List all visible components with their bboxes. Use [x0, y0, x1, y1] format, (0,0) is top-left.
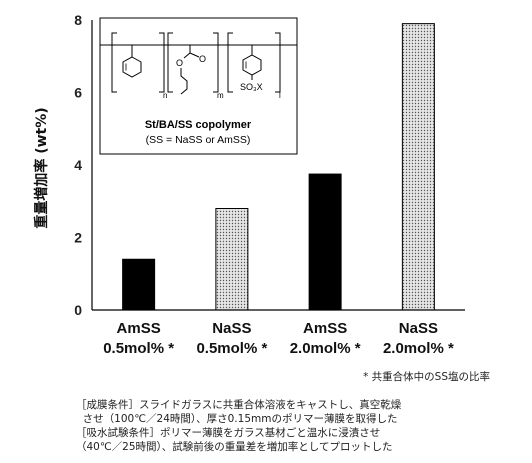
butyl-chain	[180, 68, 188, 95]
subscript-m: m	[217, 91, 224, 100]
category-labels: AmSS 0.5mol% * NaSS 0.5mol% * AmSS 2.0mol% * N…	[103, 320, 454, 357]
condition-line-1: ［成膜条件］スライドガラスに共重合体溶液をキャストし、真空乾燥	[76, 399, 402, 411]
condition-line-3: ［吸水試験条件］ポリマー薄膜をガラス基材ごと温水に浸漬させ	[76, 427, 381, 439]
y-axis-ticks: 0 2 4 6 8	[74, 12, 82, 318]
bars	[122, 23, 435, 311]
ester-bond	[183, 52, 191, 59]
category-label-0-line2: 0.5mol% *	[103, 340, 174, 357]
category-label-1-line2: 0.5mol% *	[196, 340, 267, 357]
y-tick-label-1: 2	[74, 230, 82, 246]
y-tick-label-2: 4	[74, 157, 82, 173]
copolymer-structure-inset: n m l O O SO₃X St/BA/SS copolymer (SS = …	[99, 17, 298, 155]
benzene-ring	[122, 56, 142, 78]
inset-box	[99, 17, 298, 155]
y-tick-label-0: 0	[74, 302, 82, 318]
condition-line-2: させ（100℃／24時間）、厚さ0.15mmのポリマー薄膜を取得した	[76, 413, 398, 425]
inset-title: St/BA/SS copolymer	[145, 119, 252, 131]
footnote: * 共重合体中のSS塩の比率	[363, 371, 490, 383]
bar-3	[401, 23, 435, 311]
subscript-n: n	[163, 91, 167, 100]
category-label-3-line1: NaSS	[399, 320, 438, 337]
y-axis-label: 重量増加率 (wt%)	[33, 107, 50, 228]
category-label-3-line2: 2.0mol% *	[383, 340, 454, 357]
carbonyl-oxygen: O	[199, 54, 206, 64]
category-label-2-line1: AmSS	[303, 320, 347, 337]
bracket-2	[167, 32, 219, 93]
test-conditions: ［成膜条件］スライドガラスに共重合体溶液をキャストし、真空乾燥 させ（100℃／…	[76, 398, 401, 454]
category-label-0-line1: AmSS	[117, 320, 161, 337]
subscript-l: l	[279, 91, 281, 100]
ester-oxygen: O	[176, 58, 183, 68]
bar-1	[215, 208, 249, 311]
y-tick-label-4: 8	[74, 12, 82, 28]
bar-0	[122, 258, 156, 311]
carbonyl-bond	[189, 52, 200, 58]
sulfonate-group: SO₃X	[240, 82, 263, 92]
bracket-1	[111, 32, 165, 93]
y-tick-label-3: 6	[74, 85, 82, 101]
bracket-3	[227, 32, 281, 93]
category-label-1-line1: NaSS	[212, 320, 251, 337]
bar-2	[308, 173, 342, 311]
condition-line-4: （40℃／25時間）、試験前後の重量差を増加率としてプロットした	[76, 441, 393, 453]
category-label-2-line2: 2.0mol% *	[290, 340, 361, 357]
inset-subtitle: (SS = NaSS or AmSS)	[146, 134, 251, 146]
